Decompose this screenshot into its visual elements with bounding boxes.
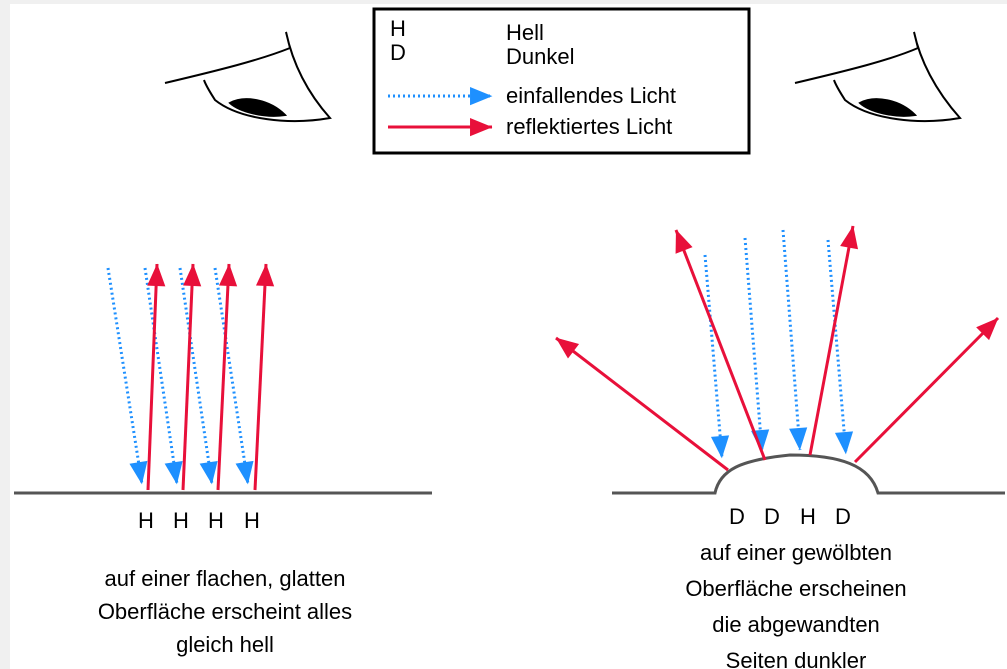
legend-key: H — [390, 16, 406, 41]
surface-label: D — [764, 504, 780, 529]
legend-label: reflektiertes Licht — [506, 114, 672, 139]
legend-key: D — [390, 40, 406, 65]
surface-label: D — [729, 504, 745, 529]
caption: Seiten dunkler — [726, 648, 867, 669]
diagram: H D Hell Dunkel einfallendes Licht refle… — [0, 0, 1007, 669]
legend-label: Dunkel — [506, 44, 574, 69]
legend-label: einfallendes Licht — [506, 83, 676, 108]
surface-label: H — [173, 508, 189, 533]
surface-label: D — [835, 504, 851, 529]
surface-label: H — [800, 504, 816, 529]
legend-label: Hell — [506, 20, 544, 45]
caption: Oberfläche erscheinen — [685, 576, 906, 601]
page: H D Hell Dunkel einfallendes Licht refle… — [0, 0, 1007, 669]
surface-label: H — [208, 508, 224, 533]
caption: auf einer flachen, glatten — [105, 566, 346, 591]
caption: Oberfläche erscheint alles — [98, 599, 352, 624]
caption: gleich hell — [176, 632, 274, 657]
surface-label: H — [138, 508, 154, 533]
surface-label: H — [244, 508, 260, 533]
caption: auf einer gewölbten — [700, 540, 892, 565]
caption: die abgewandten — [712, 612, 880, 637]
